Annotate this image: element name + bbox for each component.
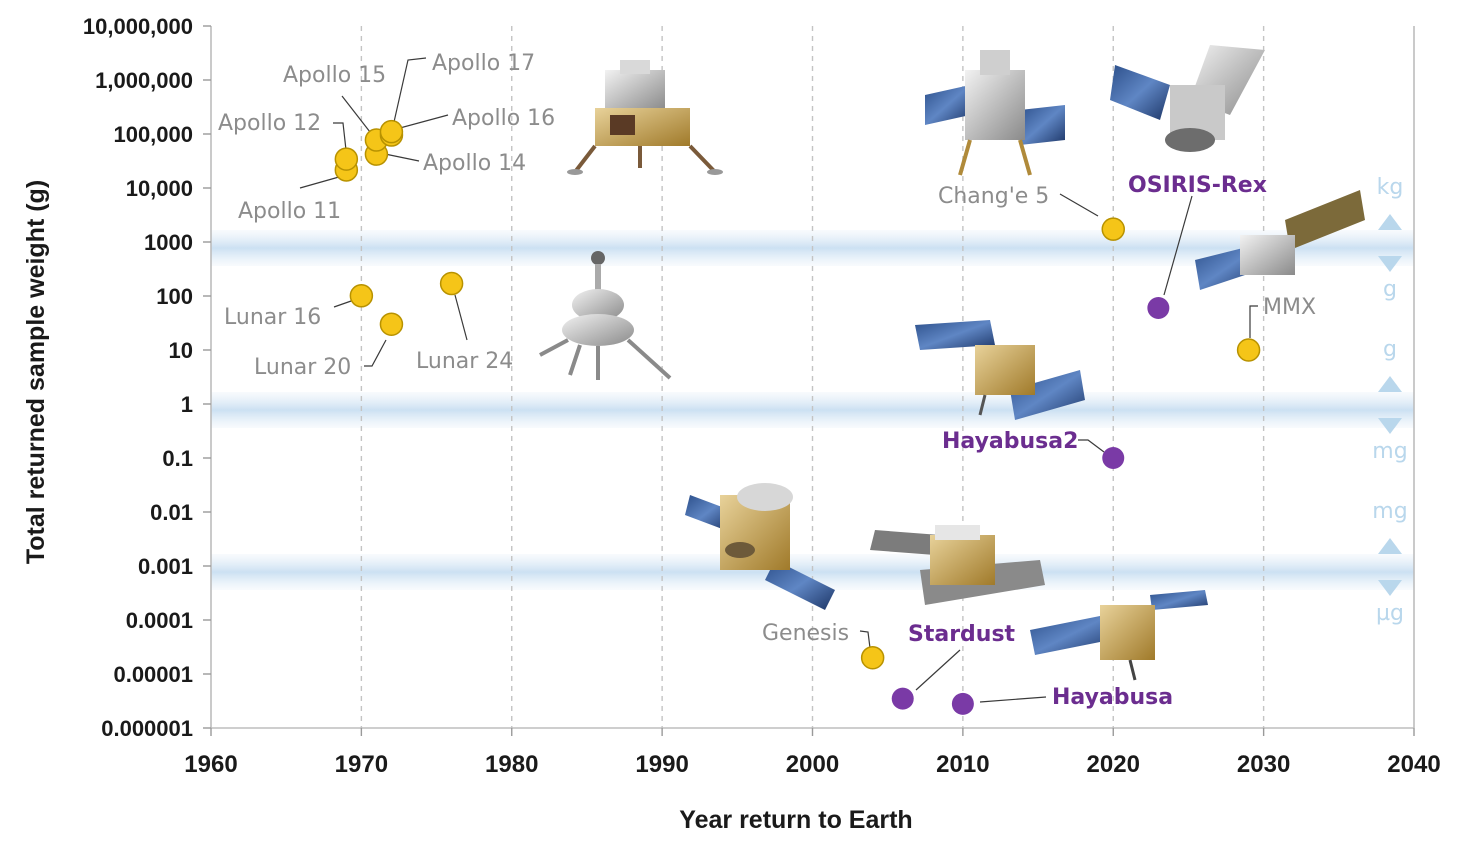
data-point xyxy=(349,284,374,308)
spacecraft-images xyxy=(539,45,1365,681)
data-point xyxy=(1236,338,1261,362)
up-arrow-icon xyxy=(1378,214,1402,230)
data-point xyxy=(1147,296,1170,319)
point-label: Apollo 16 xyxy=(452,106,555,131)
up-arrow-icon xyxy=(1378,538,1402,554)
band-label-above: kg xyxy=(1377,175,1404,200)
down-arrow-icon xyxy=(1378,256,1402,272)
osiris-rex-spacecraft-icon xyxy=(1110,45,1265,152)
y-tick-label: 1000 xyxy=(144,230,193,255)
x-tick-label: 2040 xyxy=(1387,751,1440,778)
point-label: Hayabusa2 xyxy=(942,429,1078,454)
leader-line xyxy=(364,339,387,367)
x-tick-label: 2020 xyxy=(1087,751,1140,778)
leader-line xyxy=(1059,193,1099,217)
data-point xyxy=(379,119,404,144)
mmx-spacecraft-icon xyxy=(1195,190,1365,290)
y-axis-title: Total returned sample weight (g) xyxy=(22,180,50,564)
y-tick-label: 100 xyxy=(156,284,193,309)
hayabusa2-spacecraft-icon xyxy=(915,320,1085,420)
x-axis-title: Year return to Earth xyxy=(679,806,912,834)
point-labels: Apollo 11 Apollo 12 Apollo 14 Apollo 15 Apol… xyxy=(218,51,1316,710)
data-point xyxy=(379,312,404,336)
change-5-spacecraft-icon xyxy=(925,50,1065,176)
leader-line xyxy=(399,114,449,129)
leader-line xyxy=(915,649,961,691)
x-tick-label: 1970 xyxy=(335,751,388,778)
x-tick-label: 2010 xyxy=(936,751,989,778)
band-label-below: g xyxy=(1383,277,1397,302)
data-point xyxy=(1101,217,1125,241)
data-point xyxy=(439,271,464,296)
x-tick-label: 1990 xyxy=(635,751,688,778)
data-point xyxy=(334,147,359,171)
up-arrow-icon xyxy=(1378,376,1402,392)
point-label: Chang'e 5 xyxy=(938,184,1049,209)
gridlines xyxy=(360,26,1265,728)
data-point xyxy=(1102,447,1125,469)
band-label-above: g xyxy=(1383,337,1397,362)
data-point xyxy=(860,645,885,670)
leader-line xyxy=(393,57,427,123)
point-label: Lunar 20 xyxy=(254,355,351,380)
y-tick-label: 0.000001 xyxy=(101,716,193,741)
leader-line xyxy=(384,153,420,162)
y-tick-label: 0.01 xyxy=(150,500,193,525)
y-tick-label: 10,000,000 xyxy=(83,14,193,39)
point-label: Apollo 17 xyxy=(432,51,535,76)
leader-line xyxy=(454,294,468,341)
y-tick-label: 10 xyxy=(169,338,193,363)
down-arrow-icon xyxy=(1378,580,1402,596)
stardust-spacecraft-icon xyxy=(870,525,1045,605)
point-label: Apollo 12 xyxy=(218,111,321,136)
y-tick-label: 1,000,000 xyxy=(95,68,193,93)
y-tick-label: 0.1 xyxy=(162,446,193,471)
leader-line xyxy=(979,696,1047,703)
leader-line xyxy=(859,630,871,649)
point-label: Apollo 15 xyxy=(283,63,386,88)
band-label-below: µg xyxy=(1376,601,1404,626)
leader-line xyxy=(333,299,355,308)
point-label: MMX xyxy=(1263,295,1316,320)
data-point xyxy=(891,687,914,710)
leader-line xyxy=(341,95,371,133)
point-label: OSIRIS-Rex xyxy=(1128,173,1267,198)
hayabusa-spacecraft-icon xyxy=(1030,590,1208,681)
y-tick-label: 100,000 xyxy=(113,122,193,147)
x-tick-label: 2000 xyxy=(786,751,839,778)
point-label: Lunar 16 xyxy=(224,305,321,330)
y-tick-label: 1 xyxy=(181,392,193,417)
point-label: Apollo 14 xyxy=(423,151,526,176)
band-label-below: mg xyxy=(1372,439,1407,464)
leader-line xyxy=(1078,439,1105,453)
y-tick-label: 0.0001 xyxy=(126,608,193,633)
y-tick-label: 0.001 xyxy=(138,554,193,579)
point-label: Stardust xyxy=(908,622,1016,647)
y-tick-label: 0.00001 xyxy=(113,662,193,687)
down-arrow-icon xyxy=(1378,418,1402,434)
luna-lander-icon xyxy=(539,251,672,380)
point-label: Genesis xyxy=(762,621,849,646)
genesis-spacecraft-icon xyxy=(685,483,835,610)
leader-line xyxy=(1163,195,1193,296)
axes: 10,000,000 1,000,000 100,000 10,000 1000 100 1… xyxy=(83,14,1441,778)
x-tick-label: 1960 xyxy=(184,751,237,778)
label-leader-lines xyxy=(299,57,1258,703)
band-label-above: mg xyxy=(1372,499,1407,524)
apollo-lunar-module-icon xyxy=(567,60,723,175)
data-points xyxy=(334,119,1261,715)
x-tick-label: 1980 xyxy=(485,751,538,778)
leader-line xyxy=(1249,305,1258,338)
y-tick-label: 10,000 xyxy=(126,176,193,201)
point-label: Apollo 11 xyxy=(238,199,341,224)
data-point xyxy=(951,692,974,715)
leader-line xyxy=(333,122,347,151)
point-label: Hayabusa xyxy=(1052,685,1173,710)
point-label: Lunar 24 xyxy=(416,349,513,374)
x-tick-label: 2030 xyxy=(1237,751,1290,778)
